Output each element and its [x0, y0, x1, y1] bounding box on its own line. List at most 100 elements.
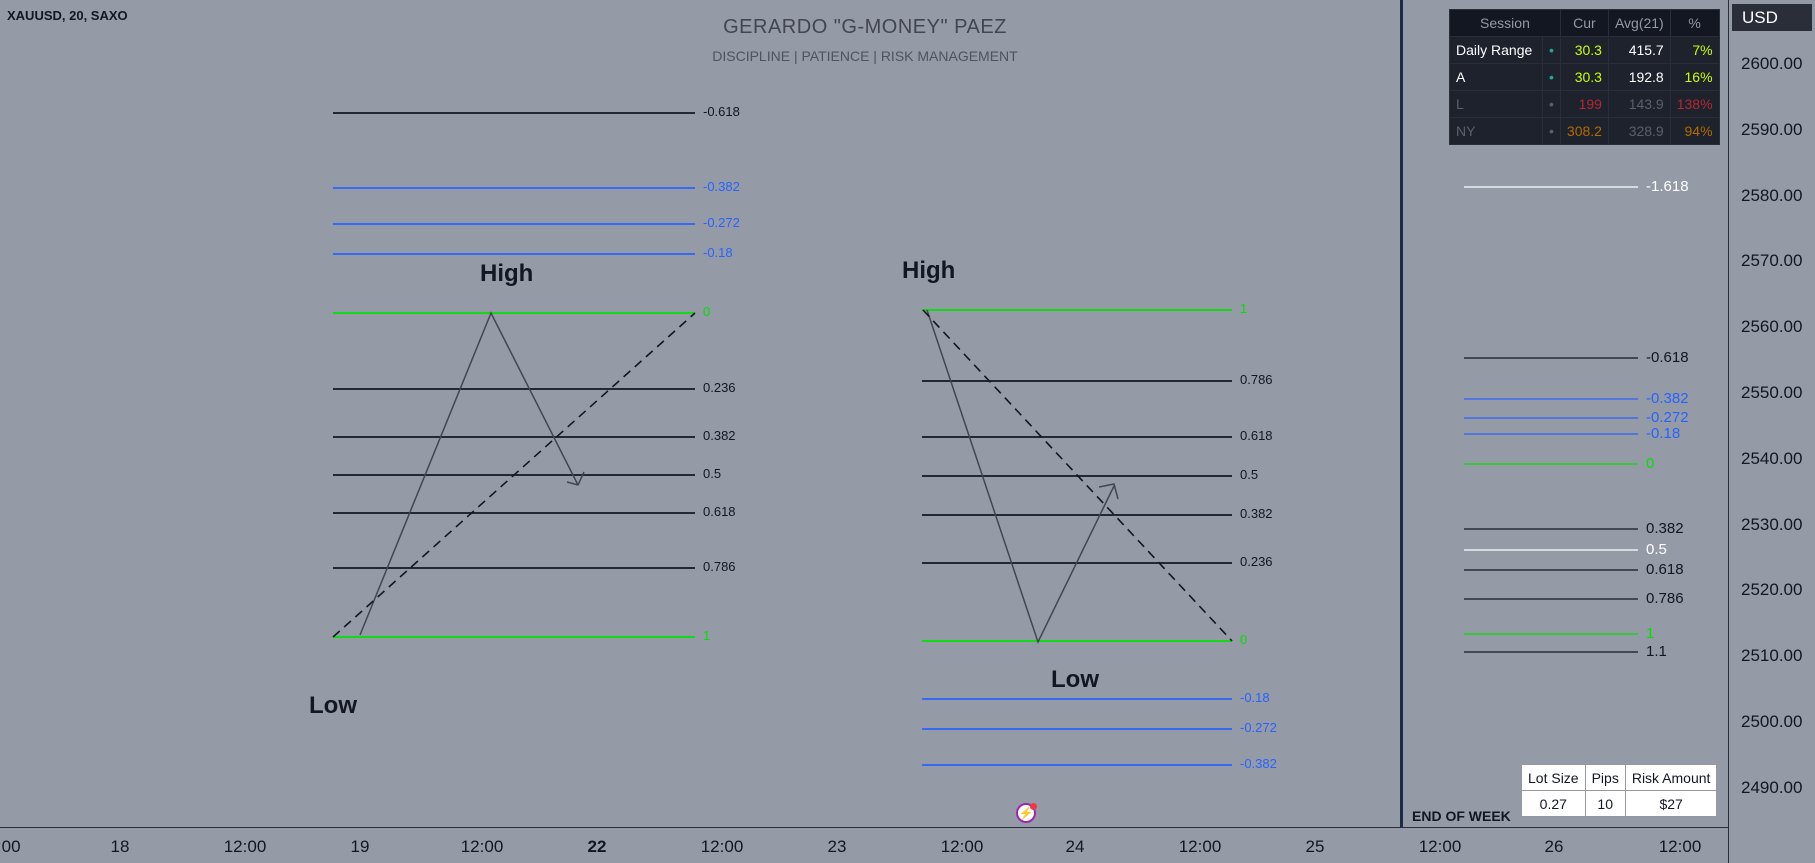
- fib-level-label: 0.382: [1646, 520, 1684, 537]
- price-tick-label: 2580.00: [1741, 185, 1803, 205]
- fib-level-label: -0.618: [703, 104, 740, 119]
- time-tick-label: 12:00: [1658, 837, 1702, 856]
- session-cur: 30.3: [1559, 36, 1609, 64]
- fib-level-label: -0.272: [1646, 409, 1689, 426]
- session-name: NY: [1449, 117, 1543, 145]
- fib-level-label: 0: [1646, 455, 1655, 472]
- end-of-week-label: END OF WEEK: [1412, 808, 1511, 824]
- time-tick-label: 23: [827, 837, 847, 856]
- avg-header: Avg(21): [1607, 9, 1671, 37]
- fib-level-label: 0.618: [1646, 561, 1684, 578]
- fib-level-label: -0.272: [1240, 720, 1277, 735]
- price-tick-label: 2500.00: [1741, 712, 1803, 731]
- price-tick-label: 2590.00: [1741, 119, 1803, 139]
- live-fib-retracement[interactable]: [1464, 186, 1638, 653]
- fib-level-label: 0: [1240, 632, 1248, 647]
- fib-level-label: -0.18: [703, 245, 733, 260]
- session-range-table: Session Cur Avg(21) % Daily Range • 30.3 41…: [1449, 9, 1720, 145]
- fib-level-label: -0.382: [1240, 756, 1277, 771]
- session-pct: 138%: [1669, 90, 1720, 118]
- right-low-label: Low: [1051, 666, 1099, 693]
- fib-level-label: 1: [703, 628, 711, 643]
- risk-amount-value: $27: [1624, 790, 1718, 817]
- price-tick-label: 2600.00: [1741, 54, 1803, 73]
- pips-value: 10: [1584, 790, 1626, 817]
- chart-subtitle: DISCIPLINE | PATIENCE | RISK MANAGEMENT: [712, 48, 1018, 64]
- session-cur: 199: [1559, 90, 1609, 118]
- time-tick-label: 24: [1065, 837, 1085, 856]
- right-impulse-path[interactable]: [926, 309, 1115, 644]
- fib-level-label: 0.5: [703, 466, 722, 481]
- risk-amount-header: Risk Amount: [1624, 764, 1718, 791]
- session-dot-icon: •: [1542, 117, 1561, 145]
- fib-level-label: 0.5: [1240, 467, 1259, 482]
- session-row: NY • 308.2 328.9 94%: [1449, 117, 1720, 145]
- fib-level-label: 0: [703, 304, 711, 319]
- chart-title: GERARDO "G-MONEY" PAEZ: [723, 16, 1007, 38]
- fib-level-label: 0.382: [703, 428, 736, 443]
- time-axis[interactable]: 2:00 18 12:00 19 12:00 22 12:00 23 12:00 24 12:00 2…: [0, 827, 1728, 863]
- fib-level-label: 1: [1646, 625, 1655, 642]
- session-cur: 308.2: [1559, 117, 1609, 145]
- left-high-label: High: [480, 260, 534, 287]
- end-of-week-divider: [1400, 0, 1403, 827]
- fib-level-label: -0.18: [1240, 690, 1270, 705]
- fib-level-label: 0.382: [1240, 506, 1273, 521]
- time-tick-label: 12:00: [700, 837, 744, 856]
- session-avg: 192.8: [1607, 63, 1671, 91]
- fib-level-label: 1.1: [1646, 643, 1667, 660]
- time-tick-label: 2:00: [0, 837, 21, 856]
- fib-level-label: 0.5: [1646, 541, 1667, 558]
- price-axis[interactable]: 2600.00 2590.00 2580.00 2570.00 2560.00 2550.…: [1728, 0, 1815, 863]
- right-dashed-trendline[interactable]: [922, 309, 1233, 642]
- fib-level-label: -0.18: [1646, 425, 1681, 442]
- session-header: Session: [1449, 9, 1561, 37]
- price-tick-label: 2570.00: [1741, 251, 1803, 271]
- pct-header: %: [1669, 9, 1720, 37]
- session-pct: 16%: [1669, 63, 1720, 91]
- right-fib-retracement[interactable]: [922, 309, 1232, 766]
- session-dot-icon: •: [1542, 63, 1561, 91]
- fib-level-label: -0.382: [703, 179, 740, 194]
- price-tick-label: 2550.00: [1741, 383, 1803, 402]
- lightning-icon[interactable]: ⚡: [1016, 803, 1036, 823]
- right-high-label: High: [902, 257, 956, 284]
- left-arrow-head: [566, 471, 585, 486]
- session-avg: 415.7: [1607, 36, 1671, 64]
- lot-size-value: 0.27: [1521, 790, 1586, 817]
- price-tick-label: 2560.00: [1741, 317, 1803, 337]
- session-cur: 30.3: [1559, 63, 1609, 91]
- time-tick-label: 26: [1544, 837, 1564, 856]
- fib-level-label: -1.618: [1646, 178, 1689, 195]
- time-tick-label: 12:00: [223, 837, 267, 856]
- chart-area[interactable]: XAUUSD, 20, SAXO GERARDO "G-MONEY" PAEZ …: [0, 0, 1728, 827]
- currency-button[interactable]: USD: [1732, 4, 1812, 31]
- pips-header: Pips: [1584, 764, 1626, 791]
- session-dot-icon: •: [1542, 90, 1561, 118]
- fib-level-label: -0.382: [1646, 390, 1689, 407]
- cur-header: Cur: [1559, 9, 1609, 37]
- price-tick-label: 2490.00: [1741, 777, 1803, 797]
- left-dashed-trendline[interactable]: [332, 312, 696, 638]
- session-row: L • 199 143.9 138%: [1449, 90, 1720, 118]
- session-avg: 328.9: [1607, 117, 1671, 145]
- left-fib-retracement[interactable]: [333, 112, 695, 638]
- time-tick-label: 12:00: [940, 837, 984, 856]
- drawing-layer[interactable]: [0, 0, 1728, 827]
- lot-size-header: Lot Size: [1521, 764, 1586, 791]
- time-tick-label: 19: [350, 837, 370, 856]
- session-name: Daily Range: [1449, 36, 1543, 64]
- session-pct: 7%: [1669, 36, 1720, 64]
- price-tick-label: 2540.00: [1741, 448, 1803, 468]
- session-pct: 94%: [1669, 117, 1720, 145]
- lot-size-table: Lot Size Pips Risk Amount 0.27 10 $27: [1521, 764, 1718, 817]
- price-tick-label: 2520.00: [1741, 580, 1803, 600]
- time-tick-label: 12:00: [1178, 837, 1222, 856]
- left-impulse-path[interactable]: [359, 311, 579, 636]
- symbol-label[interactable]: XAUUSD, 20, SAXO: [7, 8, 128, 23]
- price-tick-label: 2530.00: [1741, 514, 1803, 534]
- fib-level-label: 0.236: [1240, 554, 1273, 569]
- notification-dot-icon: [1030, 803, 1037, 810]
- time-tick-label: 22: [587, 837, 607, 856]
- session-dot-icon: •: [1542, 36, 1561, 64]
